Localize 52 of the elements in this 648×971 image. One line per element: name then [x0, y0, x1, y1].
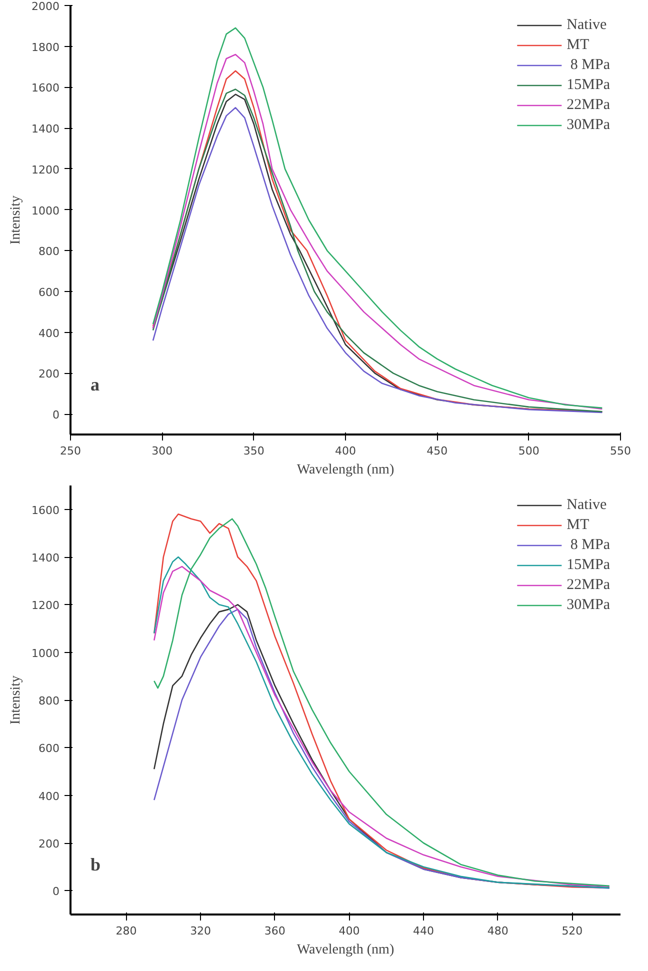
legend-label: MT: [566, 36, 590, 54]
annotation: a: [90, 374, 100, 394]
legend-label: 22MPa: [566, 576, 610, 594]
legend-label: 30MPa: [566, 116, 610, 134]
x-tick-label: 280: [116, 924, 137, 938]
y-tick-label: 1400: [32, 552, 60, 564]
x-tick-label: 440: [413, 924, 434, 938]
x-tick-label: 480: [487, 924, 508, 938]
y-tick-label: 2000: [32, 0, 60, 13]
y-tick-label: 600: [38, 742, 60, 756]
y-tick-label: 200: [38, 368, 60, 381]
x-tick-label: 450: [426, 444, 448, 458]
y-tick-label: 400: [38, 326, 60, 340]
x-tick-label: 250: [60, 444, 81, 458]
x-tick-label: 550: [610, 444, 631, 458]
x-axis-title: Wavelength (nm): [296, 462, 394, 478]
y-axis-title: Intensity: [8, 675, 24, 724]
legend-label: 8 MPa: [569, 536, 610, 554]
x-tick-label: 520: [562, 924, 583, 938]
x-tick-label: 360: [264, 924, 286, 938]
x-tick-label: 400: [338, 924, 360, 938]
y-tick-label: 1200: [32, 163, 60, 176]
y-tick-label: 1000: [32, 204, 60, 218]
y-tick-label: 1200: [32, 599, 60, 612]
legend-label: 15MPa: [566, 556, 610, 574]
legend-label: 30MPa: [566, 596, 610, 614]
x-tick-label: 350: [243, 444, 264, 458]
y-tick-label: 600: [38, 286, 60, 299]
y-tick-label: 0: [52, 885, 60, 898]
x-tick-label: 300: [152, 444, 173, 458]
legend-label: 8 MPa: [569, 56, 610, 74]
x-tick-label: 400: [335, 444, 356, 458]
legend-label: Native: [566, 16, 607, 34]
y-tick-label: 800: [38, 245, 60, 258]
y-tick-label: 1000: [32, 646, 60, 660]
legend-label: Native: [566, 496, 607, 514]
y-tick-label: 1600: [32, 504, 60, 517]
annotation: b: [90, 854, 101, 874]
x-tick-label: 500: [518, 444, 540, 458]
y-tick-label: 800: [38, 694, 60, 708]
y-tick-label: 0: [52, 408, 60, 422]
x-tick-label: 320: [190, 924, 212, 938]
y-axis-title: Intensity: [8, 195, 24, 244]
legend-label: 22MPa: [566, 96, 610, 114]
x-axis-title: Wavelength (nm): [296, 942, 394, 958]
y-tick-label: 1600: [32, 82, 60, 95]
y-tick-label: 1800: [32, 40, 60, 54]
y-tick-label: 400: [38, 790, 60, 803]
legend-label: 15MPa: [566, 76, 610, 94]
y-tick-label: 1400: [32, 122, 60, 136]
y-tick-label: 200: [38, 838, 60, 850]
legend-label: MT: [566, 516, 590, 534]
